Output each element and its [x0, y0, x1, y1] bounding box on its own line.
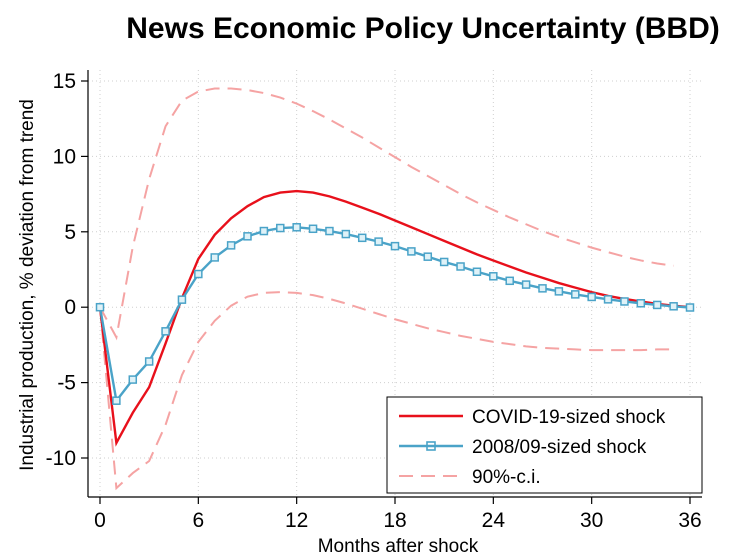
- series-point-2008-32: [620, 297, 629, 306]
- series-point-2008-25: [505, 276, 514, 286]
- x-tick-label-36: 36: [678, 509, 701, 532]
- series-point-2008-28: [554, 287, 564, 296]
- series-point-2008-30: [587, 292, 596, 302]
- ticks: 0 6 12 18 24 30 36 15 10 5 0 -5 -10: [46, 70, 702, 532]
- ci-lower-line: [99, 291, 674, 491]
- series-point-2008-15: [341, 229, 351, 239]
- series-point-2008-23: [472, 267, 482, 277]
- series-point-2008-8: [226, 241, 236, 250]
- series-point-2008-24: [489, 272, 498, 281]
- series-point-2008-18: [390, 241, 400, 251]
- series-point-2008-11: [276, 223, 285, 233]
- series-point-2008-29: [571, 290, 580, 299]
- series-point-2008-0: [95, 302, 105, 312]
- series-point-2008-7: [210, 253, 219, 262]
- x-tick-label-0: 0: [94, 509, 106, 532]
- series-point-2008-4: [161, 327, 170, 336]
- chart-title: News Economic Policy Uncertainty (BBD): [126, 12, 719, 45]
- x-tick-label-24: 24: [482, 509, 506, 532]
- x-tick-label-6: 6: [192, 509, 204, 532]
- x-axis-label: Months after shock: [318, 536, 479, 557]
- series-point-2008-21: [439, 257, 449, 267]
- x-tick-label-18: 18: [383, 509, 406, 532]
- series-point-2008-5: [177, 295, 187, 304]
- series-point-2008-9: [243, 232, 252, 241]
- y-tick-label-15: 15: [53, 70, 76, 93]
- legend-label-covid: COVID-19-sized shock: [472, 407, 666, 428]
- y-tick-label-10: 10: [53, 145, 76, 168]
- series-line-covid: [98, 189, 691, 447]
- legend-label-2008: 2008/09-sized shock: [472, 437, 647, 458]
- series-point-2008-22: [456, 262, 465, 271]
- series-point-2008-19: [407, 247, 416, 256]
- series-point-2008-1: [112, 396, 121, 405]
- series-point-2008-33: [636, 299, 646, 308]
- legend: COVID-19-sized shock 2008/09-sized shock…: [386, 396, 703, 494]
- series-point-2008-17: [374, 237, 383, 246]
- y-tick-label--5: -5: [57, 372, 76, 395]
- series-point-2008-27: [538, 284, 547, 293]
- y-tick-label--10: -10: [46, 447, 76, 470]
- series-point-2008-36: [685, 303, 695, 312]
- y-tick-label-0: 0: [64, 296, 76, 319]
- series-point-2008-31: [603, 295, 613, 304]
- series-point-2008-26: [521, 280, 531, 289]
- series-point-2008-34: [652, 300, 662, 310]
- x-tick-label-30: 30: [580, 509, 603, 532]
- ci-upper-line: [99, 87, 674, 341]
- legend-marker-2008: [426, 441, 436, 451]
- x-tick-label-12: 12: [285, 509, 308, 532]
- y-tick-label-5: 5: [64, 221, 76, 244]
- series-point-2008-3: [144, 357, 154, 366]
- series-point-2008-14: [325, 226, 334, 236]
- y-axis-label: Industrial production, % deviation from …: [17, 99, 38, 471]
- series-point-2008-10: [259, 226, 269, 236]
- series-point-2008-12: [292, 223, 301, 232]
- series-point-2008-35: [669, 302, 678, 311]
- series-point-2008-20: [423, 252, 433, 261]
- series-point-2008-2: [128, 375, 138, 384]
- series-point-2008-13: [308, 224, 318, 234]
- series-point-2008-16: [357, 233, 367, 243]
- series-point-2008-6: [194, 269, 203, 279]
- legend-label-ci: 90%-c.i.: [472, 467, 541, 488]
- series-group: [95, 87, 695, 491]
